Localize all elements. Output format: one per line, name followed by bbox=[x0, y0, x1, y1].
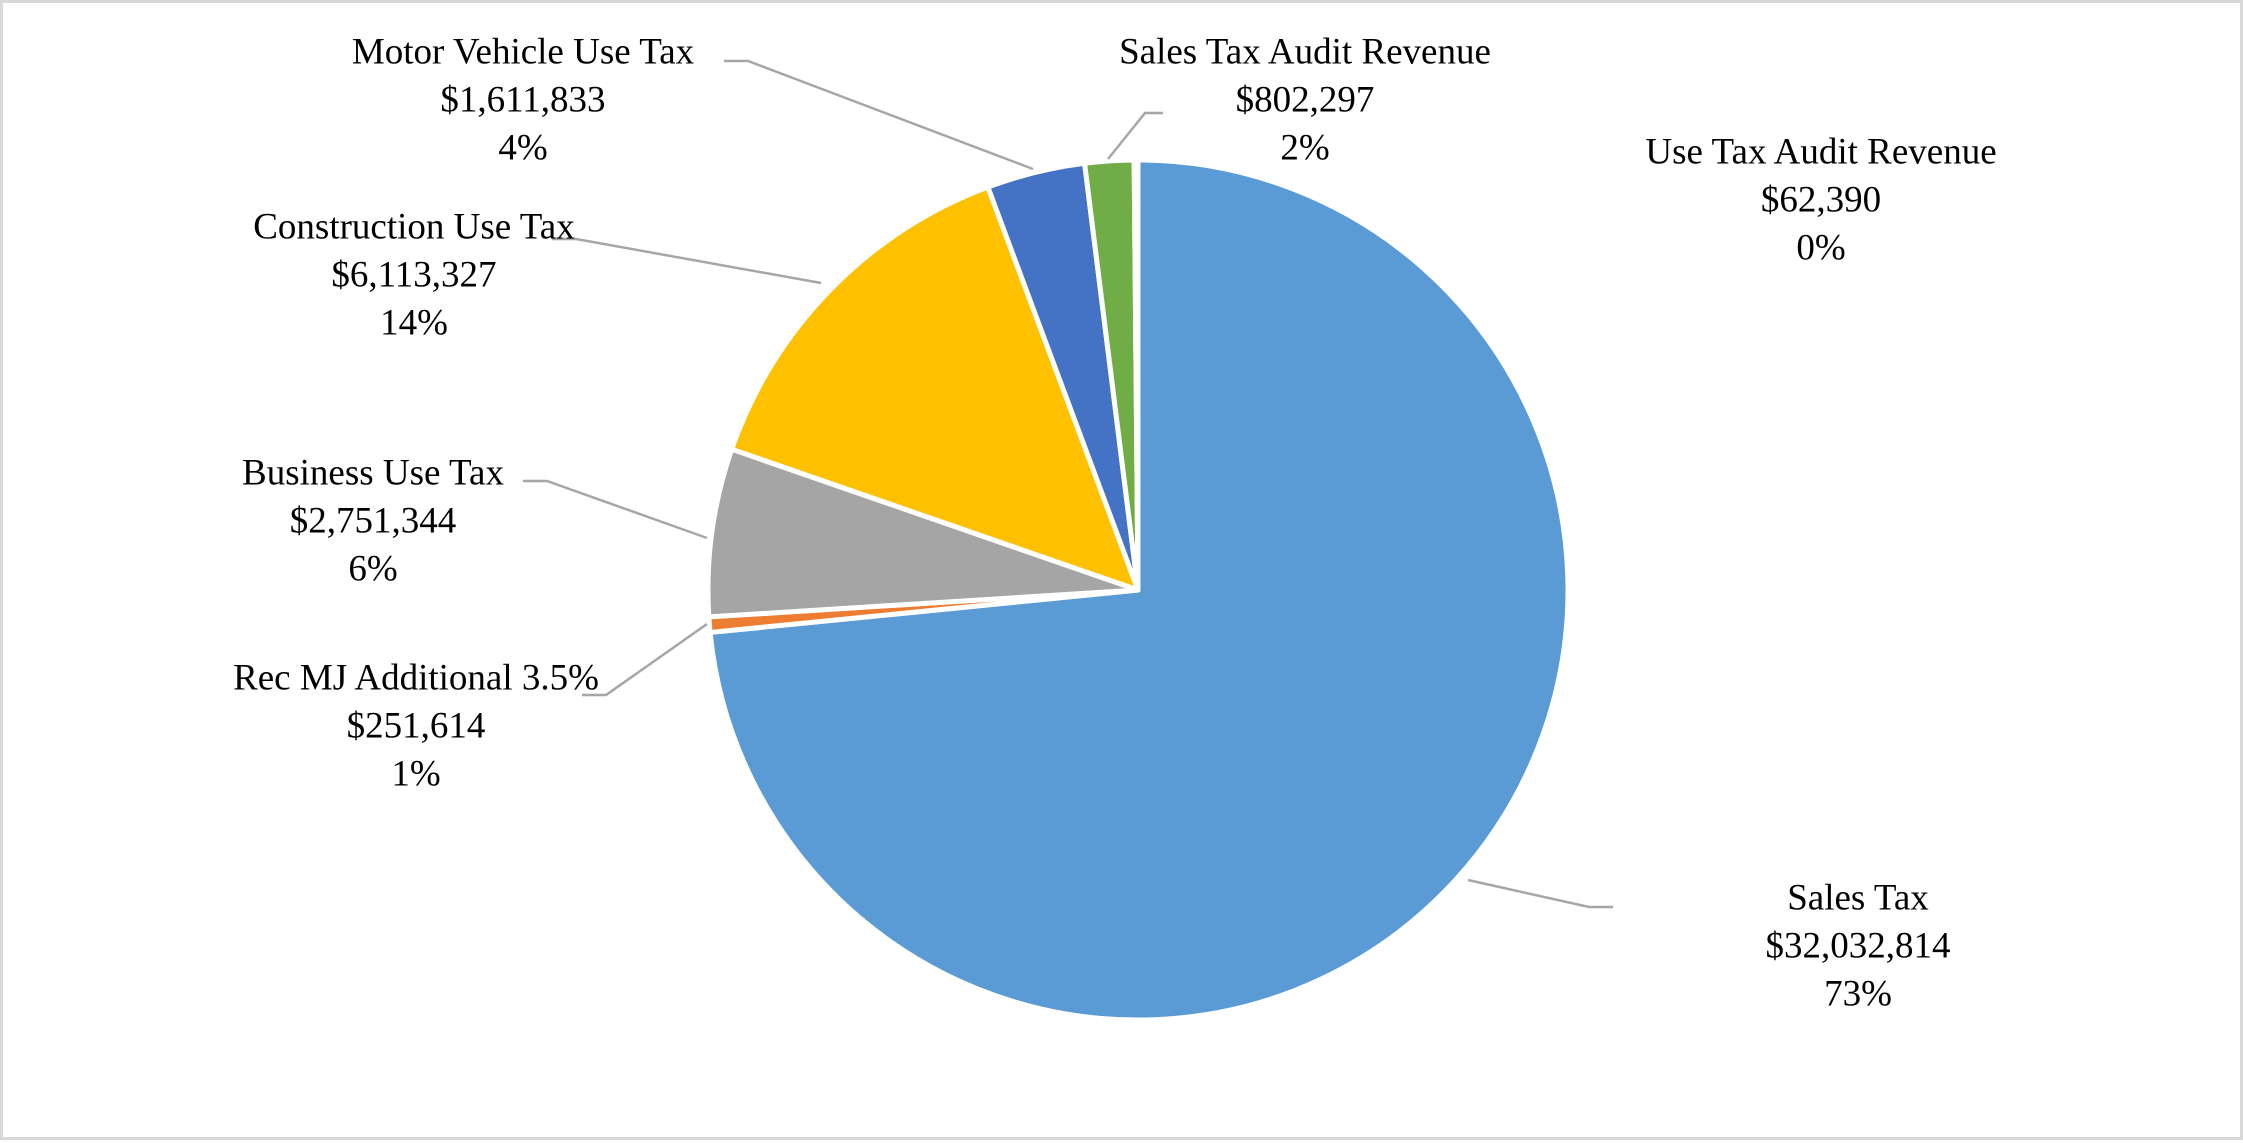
data-label-sales-tax: Sales Tax $32,032,814 73% bbox=[1766, 877, 1951, 1014]
data-label-value: $251,614 bbox=[347, 705, 486, 746]
data-label-rec-mj-additional-3-5: Rec MJ Additional 3.5% $251,614 1% bbox=[233, 657, 599, 794]
data-label-value: $1,611,833 bbox=[440, 79, 605, 120]
data-label-category: Use Tax Audit Revenue bbox=[1645, 131, 1996, 172]
data-label-category: Sales Tax Audit Revenue bbox=[1119, 31, 1491, 72]
data-label-value: $62,390 bbox=[1761, 179, 1881, 220]
data-label-percent: 2% bbox=[1280, 127, 1329, 168]
leader-line-rec-mj-additional-3-5 bbox=[582, 622, 708, 697]
data-label-business-use-tax: Business Use Tax $2,751,344 6% bbox=[242, 452, 504, 589]
pie-slice-construction-use-tax bbox=[729, 184, 1141, 593]
data-label-percent: 4% bbox=[498, 127, 547, 168]
data-label-value: $6,113,327 bbox=[331, 254, 496, 295]
data-label-motor-vehicle-use-tax: Motor Vehicle Use Tax $1,611,833 4% bbox=[352, 31, 695, 168]
leader-line-motor-vehicle-use-tax bbox=[724, 59, 1034, 171]
data-label-value: $32,032,814 bbox=[1766, 925, 1951, 966]
data-labels: Sales Tax $32,032,814 73% Rec MJ Additional… bbox=[233, 31, 1997, 1014]
data-label-percent: 0% bbox=[1796, 227, 1845, 268]
data-label-percent: 14% bbox=[380, 302, 448, 343]
leader-line-sales-tax bbox=[1467, 878, 1613, 909]
pie-slice-business-use-tax bbox=[705, 446, 1141, 620]
data-label-use-tax-audit-revenue: Use Tax Audit Revenue $62,390 0% bbox=[1645, 131, 1996, 268]
pie-chart: Sales Tax $32,032,814 73% Rec MJ Additional… bbox=[233, 31, 1997, 1023]
pie-slice-use-tax-audit-revenue bbox=[1131, 157, 1141, 593]
data-label-category: Construction Use Tax bbox=[253, 206, 575, 247]
pie-slices bbox=[705, 157, 1571, 1023]
leader-line-construction-use-tax bbox=[552, 237, 822, 285]
leader-line-business-use-tax bbox=[523, 479, 708, 540]
leader-line-sales-tax-audit-revenue bbox=[1107, 111, 1163, 160]
data-label-category: Motor Vehicle Use Tax bbox=[352, 31, 695, 72]
data-label-percent: 1% bbox=[391, 753, 440, 794]
data-label-category: Rec MJ Additional 3.5% bbox=[233, 657, 599, 698]
data-label-category: Sales Tax bbox=[1787, 877, 1929, 918]
data-label-category: Business Use Tax bbox=[242, 452, 504, 493]
data-label-percent: 73% bbox=[1824, 973, 1892, 1014]
data-label-value: $802,297 bbox=[1236, 79, 1375, 120]
data-label-sales-tax-audit-revenue: Sales Tax Audit Revenue $802,297 2% bbox=[1119, 31, 1491, 168]
data-label-percent: 6% bbox=[348, 548, 397, 589]
data-label-construction-use-tax: Construction Use Tax $6,113,327 14% bbox=[253, 206, 575, 343]
leader-lines bbox=[523, 59, 1613, 909]
data-label-value: $2,751,344 bbox=[290, 500, 457, 541]
